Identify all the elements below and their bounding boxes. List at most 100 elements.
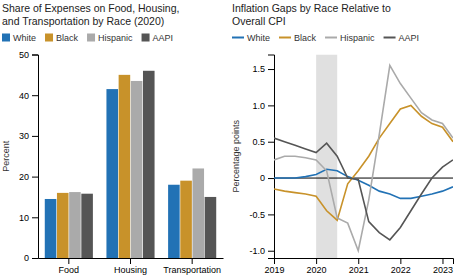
legend-item: White [2,33,36,43]
x-tick-mark [130,258,131,264]
y-axis: 0 10 20 30 40 50 [19,50,39,264]
x-tick-mark [68,258,69,264]
y-tick-label: 40 [19,91,29,101]
panel: Share of Expenses on Food, Housing,and T… [1,2,224,275]
y-axis-title: Percentage points [231,119,241,192]
x-tick-label: 2023 [433,265,453,275]
x-tick-label: Food [59,265,80,275]
y-tick: 0 [24,253,38,263]
legend-label: Hispanic [98,33,133,43]
y-tick-label: 30 [19,131,29,141]
x-tick-label: 2020 [307,265,327,275]
x-tick-label: Transportation [163,265,221,275]
bar [205,197,217,258]
line [274,65,453,250]
y-tick-mark [268,69,274,70]
y-tick-label: 0 [260,173,265,183]
title: Inflation Gaps by Race Relative toOveral… [232,2,391,27]
bar [131,81,143,258]
legend-label: White [13,33,36,43]
x-tick-label: 2019 [264,265,284,275]
y-axis-line [268,55,275,259]
y-axis: -1.0 -0.5 0 0.5 1.0 1.5 [249,55,274,259]
legend-swatch [325,37,337,39]
legend-item: Hispanic [325,33,375,43]
y-tick-mark [32,95,38,96]
x-tick: 2019 [264,258,284,275]
bar [119,75,131,258]
x-tick: Food [59,258,80,275]
legend-swatch [279,37,291,39]
chart-root: Share of Expenses on Food, Housing,and T… [0,0,459,278]
legend-item: Hispanic [87,33,133,43]
y-tick: 0 [260,173,274,183]
x-tick: 2023 [433,258,453,275]
x-axis-line [275,259,454,265]
legend-label: AAPI [153,33,174,43]
legend-swatch [384,37,396,39]
legend-item: AAPI [142,33,174,43]
legend-label: Black [56,33,79,43]
legend: White Black Hispanic AAPI [232,33,419,43]
x-axis: 2019 2020 2021 2022 2023 [264,258,453,275]
bar [57,193,69,258]
y-tick-mark [268,142,274,143]
bar [106,89,118,258]
legend-swatch [45,34,53,42]
x-tick: Housing [114,258,147,275]
legend-label: AAPI [399,33,420,43]
x-axis: Food Housing Transportation [39,258,224,275]
y-tick: 0.5 [252,137,274,147]
x-tick-label: 2022 [391,265,411,275]
plot-clip [45,71,216,258]
x-tick: Transportation [163,258,221,275]
title: Share of Expenses on Food, Housing,and T… [2,2,179,27]
y-tick-label: 50 [19,50,29,60]
bar [192,168,204,258]
x-tick: 2022 [391,258,411,275]
x-tick-mark [442,258,443,264]
y-tick-label: 20 [19,172,29,182]
y-tick-label: -0.5 [249,210,265,220]
y-tick: 1.5 [252,64,274,74]
y-axis-title: Percent [1,140,11,172]
legend-swatch [2,34,10,42]
line [274,138,453,240]
y-tick: 30 [19,131,38,141]
x-tick-label: Housing [114,265,147,275]
y-tick-mark [268,251,274,252]
y-tick-label: 0 [24,253,29,263]
panel: Inflation Gaps by Race Relative toOveral… [231,2,454,275]
y-tick-mark [268,105,274,106]
y-tick: 10 [19,213,38,223]
y-tick: -0.5 [249,210,274,220]
x-tick-mark [316,258,317,264]
y-tick-mark [32,177,38,178]
legend-swatch [87,34,95,42]
x-tick: 2020 [307,258,327,275]
bar [69,192,81,258]
legend-label: White [247,33,270,43]
y-tick: 50 [19,50,38,60]
y-tick-label: -1.0 [249,246,265,256]
y-tick-mark [32,217,38,218]
y-tick: -1.0 [249,246,274,256]
y-tick: 40 [19,91,38,101]
y-tick-mark [32,55,38,56]
y-tick-label: 1.5 [252,64,265,74]
legend-swatch [232,37,244,39]
marks [45,71,216,258]
y-tick-mark [268,178,274,179]
legend-label: Black [294,33,317,43]
x-tick-mark [192,258,193,264]
y-tick-label: 0.5 [252,137,265,147]
y-tick-label: 1.0 [252,101,265,111]
y-tick-mark [32,136,38,137]
legend-swatch [142,34,150,42]
x-tick: 2021 [349,258,369,275]
x-tick-mark [274,258,275,264]
bar [143,71,155,258]
bar [45,199,57,258]
marks [274,55,453,259]
x-tick-label: 2021 [349,265,369,275]
